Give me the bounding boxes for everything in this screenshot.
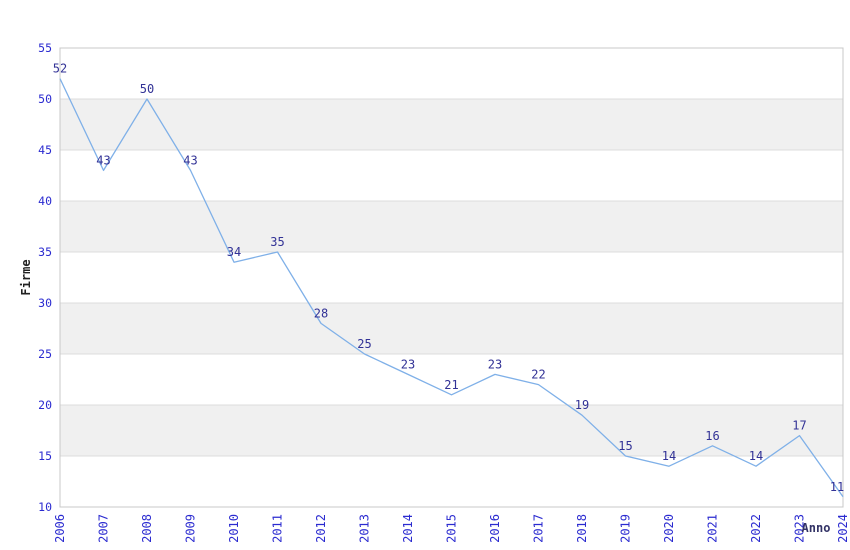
x-tick-label: 2021 (706, 514, 720, 543)
data-point-label: 16 (705, 429, 719, 443)
data-line (59, 78, 844, 498)
x-tick-label: 2009 (184, 514, 198, 543)
y-tick-label: 20 (38, 398, 52, 412)
x-tick-label: 2020 (662, 514, 676, 543)
x-tick-label: 2019 (619, 514, 633, 543)
data-point-label: 14 (749, 449, 763, 463)
y-tick-label: 30 (38, 296, 52, 310)
x-tick-label: 2006 (53, 514, 67, 543)
y-tick-label: 55 (38, 41, 52, 55)
data-point-label: 14 (662, 449, 676, 463)
y-tick-label: 45 (38, 143, 52, 157)
y-tick-label: 10 (38, 500, 52, 514)
plot-band (60, 201, 843, 252)
y-tick-label: 25 (38, 347, 52, 361)
data-point-label: 43 (183, 153, 197, 167)
y-tick-label: 40 (38, 194, 52, 208)
x-tick-label: 2012 (314, 514, 328, 543)
y-tick-label: 35 (38, 245, 52, 259)
plot-band (60, 405, 843, 456)
x-tick-label: 2013 (358, 514, 372, 543)
data-point-label: 23 (401, 357, 415, 371)
data-point-label: 15 (618, 439, 632, 453)
data-point-label: 28 (314, 306, 328, 320)
data-point-label: 22 (531, 368, 545, 382)
data-point-label: 52 (53, 62, 67, 76)
y-tick-label: 50 (38, 92, 52, 106)
y-axis-title: Firme (19, 259, 33, 295)
x-tick-label: 2015 (445, 514, 459, 543)
data-point-label: 19 (575, 398, 589, 412)
x-tick-label: 2014 (401, 514, 415, 543)
data-point-label: 35 (270, 235, 284, 249)
x-axis-title: Anno (802, 521, 831, 535)
y-tick-label: 15 (38, 449, 52, 463)
x-tick-label: 2022 (749, 514, 763, 543)
x-tick-label: 2018 (575, 514, 589, 543)
plot-border (59, 47, 844, 508)
x-tick-label: 2010 (227, 514, 241, 543)
x-tick-label: 2024 (836, 514, 850, 543)
x-tick-label: 2017 (532, 514, 546, 543)
data-point-label: 50 (140, 82, 154, 96)
x-tick-label: 2007 (97, 514, 111, 543)
data-point-label: 21 (444, 378, 458, 392)
x-tick-label: 2023 (793, 514, 807, 543)
x-tick-label: 2016 (488, 514, 502, 543)
plot-band (60, 99, 843, 150)
data-point-label: 11 (830, 480, 844, 494)
data-point-label: 25 (357, 337, 371, 351)
data-point-label: 34 (227, 245, 241, 259)
data-point-label: 43 (96, 153, 110, 167)
plot-band (60, 303, 843, 354)
data-point-label: 23 (488, 357, 502, 371)
data-point-label: 17 (792, 419, 806, 433)
x-tick-label: 2011 (271, 514, 285, 543)
x-tick-label: 2008 (140, 514, 154, 543)
